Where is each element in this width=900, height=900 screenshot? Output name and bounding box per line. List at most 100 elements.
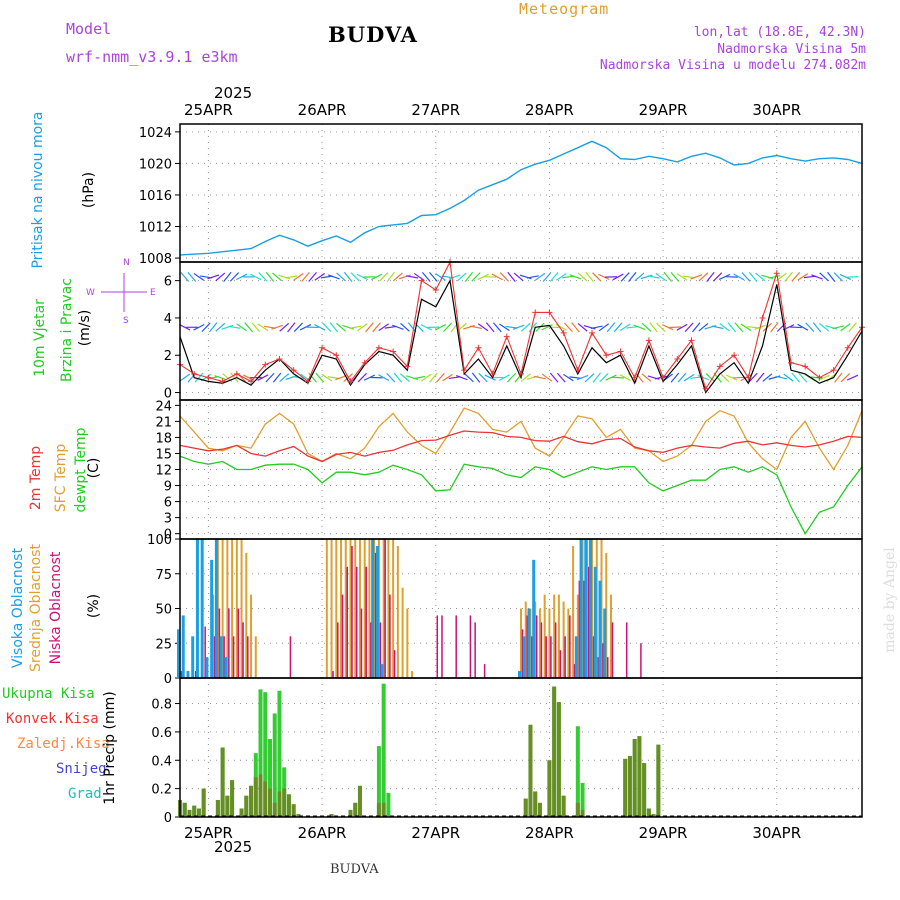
wind-arrow <box>776 322 787 332</box>
cloud-high-bar <box>181 615 185 678</box>
wind-gust-marker <box>475 344 482 351</box>
wind-arrow <box>499 323 510 332</box>
ytick-label: 12 <box>155 464 172 479</box>
wind-arrow <box>507 271 516 282</box>
wind-arrow <box>712 272 723 282</box>
wind-arrow <box>513 272 524 282</box>
precip-total-bar <box>272 713 277 817</box>
cloud-mid-bar <box>254 636 257 678</box>
wind-arrow <box>399 274 411 280</box>
wind-gust-marker <box>532 309 539 316</box>
cloud-mid-bar <box>349 539 352 678</box>
wind-arrow <box>747 325 760 329</box>
wind-arrow <box>372 322 381 333</box>
wind-gust-marker <box>418 277 425 284</box>
panel-frame <box>179 677 863 818</box>
cloud-unit: (%) <box>86 593 102 619</box>
cloud-mid-bar <box>548 608 551 678</box>
wind-gust-marker <box>645 337 652 344</box>
cloud-mid-bar <box>231 539 234 678</box>
wind-gust-marker <box>631 374 638 381</box>
compass-icon <box>101 273 147 312</box>
wind-arrow <box>378 374 390 381</box>
cloud-low-bar <box>455 615 457 678</box>
wind-arrow <box>223 271 232 282</box>
cloud-low-bar <box>242 622 244 678</box>
day-label-top: 30APR <box>752 101 801 119</box>
cloud-high-bar <box>522 636 526 678</box>
wind-arrow <box>257 374 269 381</box>
wind-arrow <box>789 326 802 329</box>
wind-arrow <box>826 373 837 383</box>
wind-arrow <box>585 271 594 282</box>
wind-arrow <box>434 323 447 331</box>
precip-total-bar <box>267 738 272 817</box>
wind-arrow <box>784 271 793 282</box>
wind-gust-marker <box>816 374 823 381</box>
wind-arrow <box>775 375 788 380</box>
precip-conv-bar <box>642 763 647 817</box>
cloud-low-bar <box>569 615 571 678</box>
wind-arrow <box>435 273 446 281</box>
ytick-label: 1012 <box>139 221 172 236</box>
day-label-bottom: 29APR <box>639 824 688 842</box>
precip-conv-bar <box>258 774 263 817</box>
wind-arrow <box>748 271 758 282</box>
wind-arrow <box>349 325 362 329</box>
cloud-mid-bar <box>226 539 229 678</box>
cloud-low-bar <box>337 622 339 678</box>
wind-arrow <box>599 372 609 383</box>
cloud-low-bar <box>365 566 367 678</box>
wind-arrow <box>684 322 694 333</box>
cloud-low-bar <box>550 636 552 678</box>
wind-arrow <box>393 372 403 383</box>
cloud-low-bar <box>588 566 590 678</box>
cloud-low-bar <box>578 580 581 678</box>
wind-arrow <box>464 271 474 282</box>
wind-gust-marker <box>787 359 794 366</box>
lonlat-label: lon,lat (18.8E, 42.3N) <box>693 25 866 40</box>
cloud-low-bar <box>218 608 221 678</box>
wind-gust-marker <box>276 355 283 362</box>
precip-hail-label: Grad <box>68 786 102 802</box>
ytick-label: 0 <box>164 811 172 826</box>
wind-arrow <box>683 275 696 279</box>
precip-total-bar <box>580 782 585 817</box>
temp-sfc-label: SFC Temp <box>53 443 69 513</box>
precip-conv-bar <box>547 760 552 817</box>
wind-arrow <box>258 272 268 282</box>
cloud-low-bar <box>469 615 472 678</box>
wind-arrow <box>662 324 674 331</box>
precip-conv-bar <box>220 747 225 817</box>
wind-arrow <box>421 271 431 282</box>
cloud-low-bar <box>597 657 600 678</box>
cloud-mid-bar <box>330 539 333 678</box>
cloud-low-bar <box>521 629 524 678</box>
wind-arrow <box>308 271 317 282</box>
wind-unit: (m/s) <box>77 309 93 347</box>
wind-arrow <box>619 323 631 332</box>
ytick-label: 1024 <box>139 126 172 141</box>
wind-gust-marker <box>205 374 212 381</box>
compass-e: E <box>150 288 156 298</box>
precip-conv-bar <box>651 814 656 817</box>
wind-arrow <box>783 373 794 382</box>
precip-conv-bar <box>348 809 353 817</box>
temp-unit: (C) <box>86 457 102 479</box>
wind-arrow <box>840 372 851 383</box>
wind-gust-marker <box>660 374 667 381</box>
wind-arrow <box>470 325 483 329</box>
wind-arrow <box>180 271 190 282</box>
wind-arrow <box>635 372 644 383</box>
cloud-mid-bar <box>396 545 399 678</box>
wind-gust-marker <box>759 314 766 321</box>
wind-arrow <box>626 325 639 329</box>
ytick-label: 1020 <box>139 157 172 172</box>
ytick-label: 1016 <box>139 189 172 204</box>
wind-arrow <box>215 322 226 332</box>
wind-arrow <box>803 275 816 279</box>
wind-gust-marker <box>518 370 524 377</box>
wind-arrow <box>641 373 652 382</box>
wind-arrow <box>299 324 312 331</box>
cloud-high-bar <box>210 559 214 678</box>
